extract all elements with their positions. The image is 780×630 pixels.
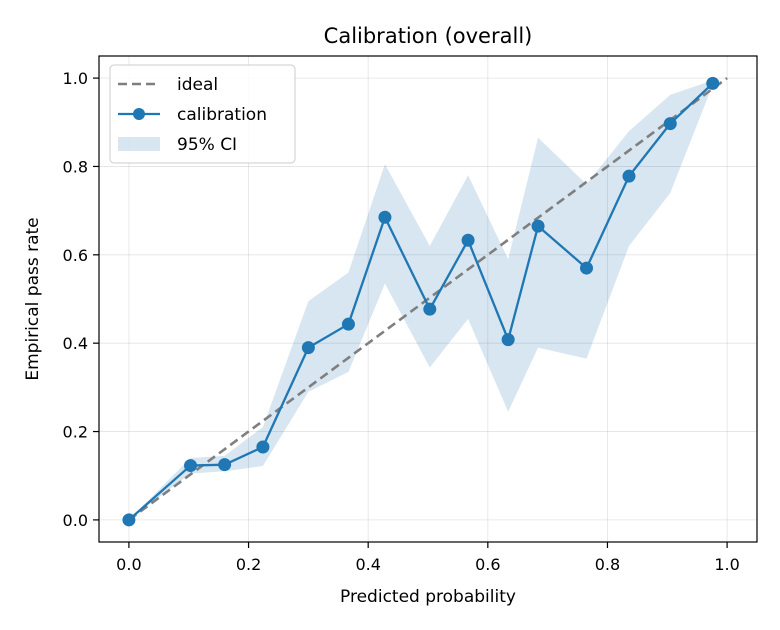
legend-swatch-marker [133,108,145,120]
calibration-point [706,76,720,90]
calibration-point [218,458,232,472]
legend: ideal calibration 95% CI [109,64,296,164]
calibration-point [423,302,437,316]
y-tick-label: 0.8 [63,157,88,176]
calibration-point [580,261,594,275]
calibration-point [341,317,355,331]
legend-label: ideal [177,75,218,95]
y-axis-label: Empirical pass rate [23,217,43,380]
calibration-point [622,169,636,183]
calibration-point [184,459,198,473]
y-tick-label: 0.0 [63,511,88,530]
ideal-line [128,77,728,521]
x-tick-label: 1.0 [714,555,739,574]
series-layer [122,76,728,527]
y-tick-label: 0.2 [63,423,88,442]
x-tick-label: 0.4 [355,555,380,574]
legend-box [109,64,296,164]
calibration-point [461,233,475,247]
calibration-point [122,513,136,527]
chart-title: Calibration (overall) [324,24,533,48]
x-tick-label: 0.8 [595,555,620,574]
x-tick-label: 0.2 [236,555,261,574]
plot-frame [98,55,758,543]
calibration-point [256,440,270,454]
axis-ticks: 0.0 0.2 0.4 0.6 0.8 1.0 0.0 0.2 0.4 0.6 0.8 1.0 [63,69,740,574]
calibration-point [378,210,392,224]
ci-band [128,80,713,520]
x-tick-label: 0.6 [475,555,500,574]
y-tick-label: 0.4 [63,334,88,353]
legend-swatch-ci [118,137,160,151]
y-tick-label: 1.0 [63,69,88,88]
calibration-point [663,117,677,131]
legend-label: calibration [177,105,267,125]
x-axis-label: Predicted probability [340,587,516,607]
ci-band-layer [128,80,713,520]
calibration-point [501,333,515,347]
legend-label: 95% CI [177,135,237,155]
calibration-point [301,341,315,355]
x-tick-label: 0.0 [116,555,141,574]
y-tick-label: 0.6 [63,246,88,265]
calibration-point [531,219,545,233]
